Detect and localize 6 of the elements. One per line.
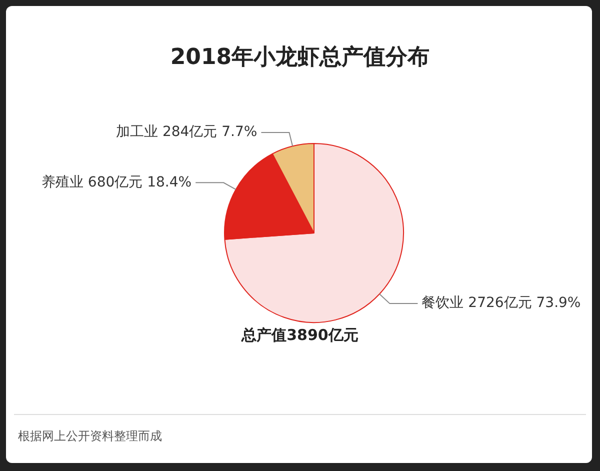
slice-label: 养殖业 680亿元 18.4%	[41, 174, 192, 190]
slice-label: 餐饮业 2726亿元 73.9%	[422, 295, 581, 312]
text: 根据网上公开资料整理而成	[18, 428, 162, 445]
chart-title: 2018年小龙虾总产值分布	[169, 44, 431, 72]
slice-label: 加工业 284亿元 7.7%	[116, 124, 258, 140]
text: 总产值3890亿元	[240, 326, 360, 345]
